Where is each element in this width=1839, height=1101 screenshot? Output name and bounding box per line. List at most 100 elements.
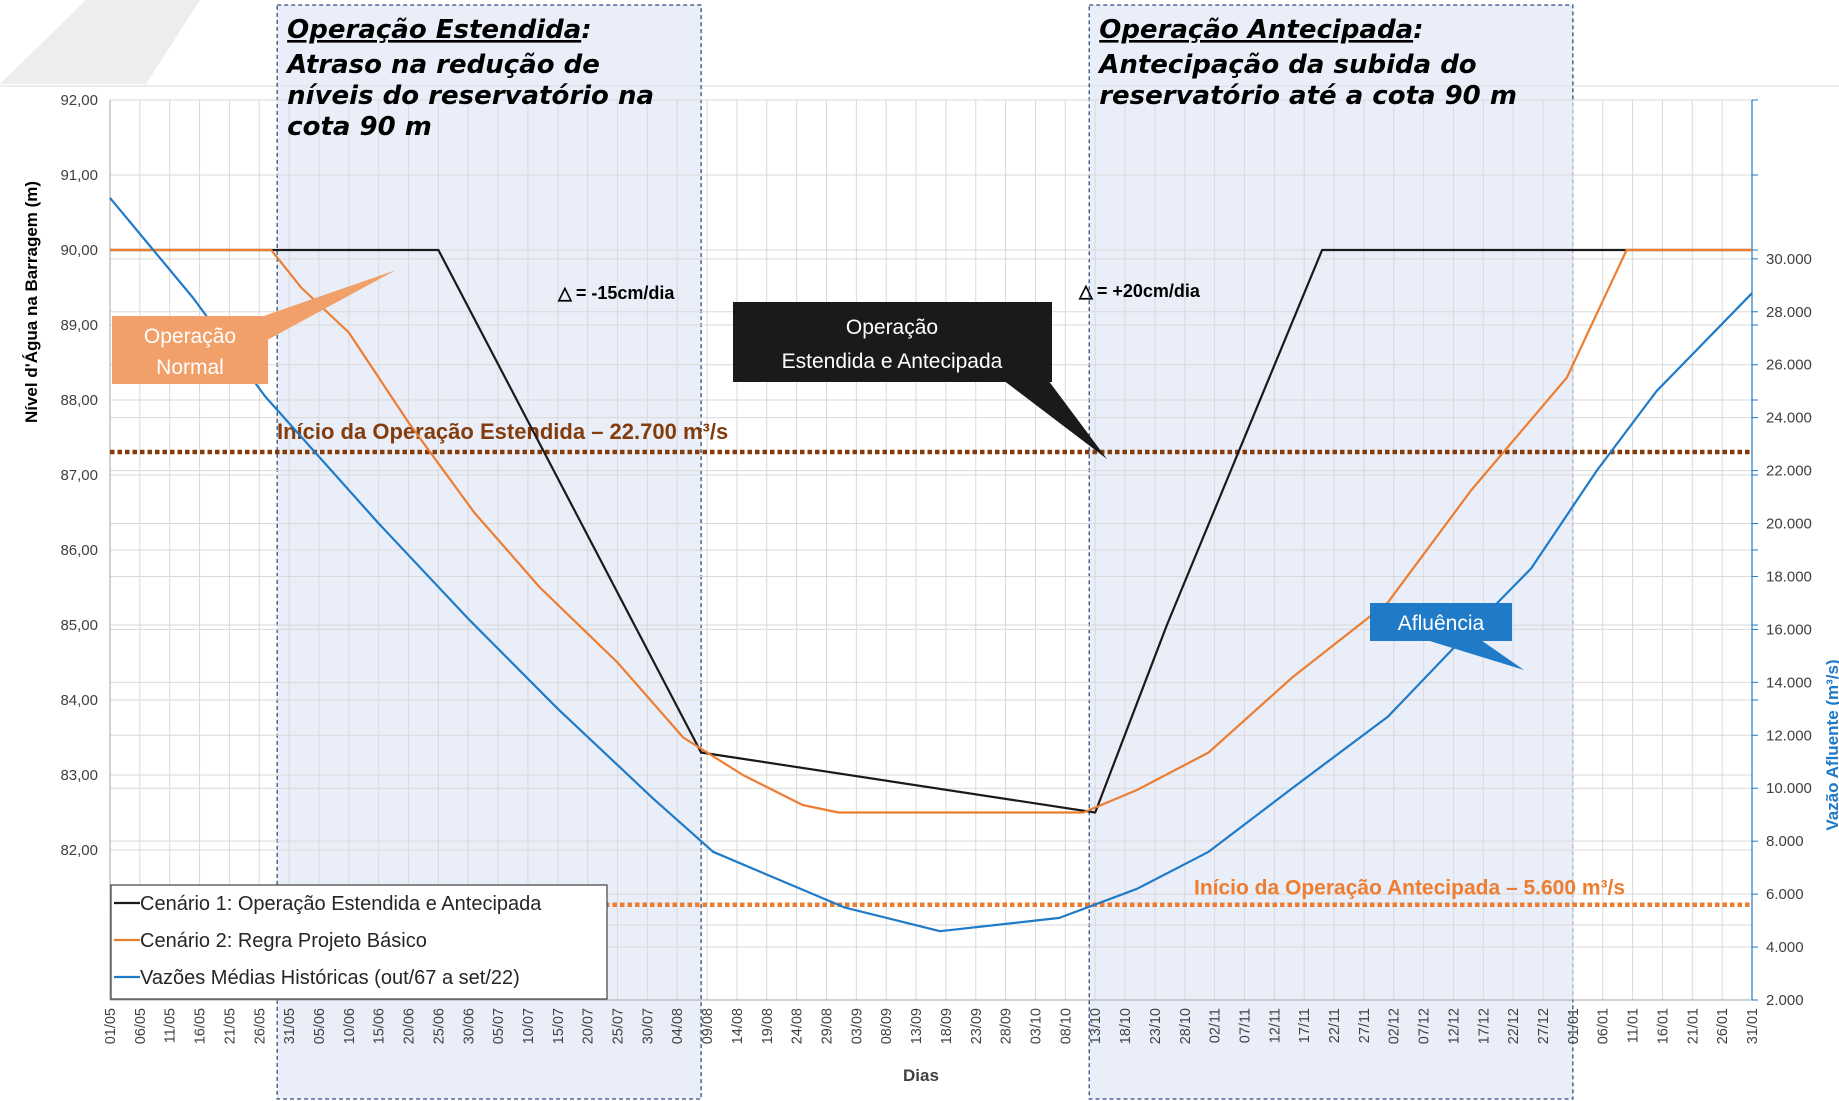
right-tick-label: 26.000 [1766,357,1812,374]
right-tick-label: 18.000 [1766,568,1812,585]
x-tick-label: 06/05 [133,1008,149,1044]
left-tick-label: 91,00 [60,167,98,184]
series-line-2 [110,248,1752,814]
x-tick-label: 13/10 [1088,1008,1104,1044]
x-tick-label: 05/06 [312,1008,328,1044]
delta-symbol: △ [1078,281,1094,301]
x-tick-label: 07/12 [1417,1008,1433,1044]
x-tick-label: 14/08 [730,1008,746,1044]
rate-down-label: △ = -15cm/dia [557,283,675,303]
right-tick-label: 16.000 [1766,621,1812,638]
left-axis-title: Nível d'Água na Barragem (m) [22,181,41,423]
right-tick-label: 8.000 [1766,833,1804,850]
right-tick-label: 10.000 [1766,780,1812,797]
x-tick-label: 26/01 [1715,1008,1731,1044]
region-title-text: Operação Antecipada [1099,15,1413,45]
left-tick-label: 87,00 [60,467,98,484]
x-tick-label: 20/06 [402,1008,418,1044]
threshold-lines: Início da Operação Estendida – 22.700 m³… [110,419,1752,907]
x-tick-label: 07/11 [1237,1008,1253,1043]
right-axis-title: Vazão Afluente (m³/s) [1823,659,1839,830]
x-tick-label: 12/12 [1446,1008,1462,1044]
x-tick-label: 26/05 [252,1008,268,1044]
right-tick-label: 12.000 [1766,727,1812,744]
series-line-3 [109,197,1753,933]
callout-inflow-box [1370,603,1512,641]
left-tick-label: 82,00 [60,842,98,859]
x-tick-label: 09/08 [700,1008,716,1044]
callout-extended-box [733,302,1052,382]
series-lines [109,197,1753,933]
right-tick-label: 6.000 [1766,886,1804,903]
x-tick-label: 23/09 [969,1008,985,1044]
right-tick-label: 24.000 [1766,410,1812,427]
right-tick-label: 28.000 [1766,304,1812,321]
right-tick-label: 14.000 [1766,674,1812,691]
left-tick-label: 88,00 [60,392,98,409]
x-tick-label: 30/06 [461,1008,477,1044]
legend-label-1: Cenário 1: Operação Estendida e Antecipa… [140,893,542,915]
x-tick-label: 16/05 [193,1008,209,1044]
x-tick-label: 10/06 [342,1008,358,1044]
x-tick-label: 02/11 [1208,1008,1224,1043]
left-tick-label: 92,00 [60,92,98,109]
region-subtitle-line: cota 90 m [287,112,432,142]
x-tick-label: 12/11 [1267,1008,1283,1043]
right-tick-label: 4.000 [1766,939,1804,956]
x-tick-label: 15/06 [372,1008,388,1044]
callout-normal-pointer [258,270,396,345]
legend: Cenário 1: Operação Estendida e Antecipa… [110,884,608,1000]
x-tick-label: 18/09 [939,1008,955,1044]
x-tick-label: 03/10 [1028,1008,1044,1044]
region-subtitle-line: reservatório até a cota 90 m [1099,81,1517,111]
left-tick-label: 83,00 [60,767,98,784]
delta-symbol: △ [557,283,573,303]
legend-label-3: Vazões Médias Históricas (out/67 a set/2… [140,967,520,989]
x-tick-label: 30/07 [640,1008,656,1044]
callout-extended-line1: Operação [846,316,938,339]
x-tick-label: 22/11 [1327,1008,1343,1043]
x-tick-label: 31/05 [282,1008,298,1044]
annotations: △ = -15cm/dia △ = +20cm/diaOperaçãoNormalOp… [112,270,1524,670]
x-tick-label: 16/01 [1655,1008,1671,1044]
rate-up-label: △ = +20cm/dia [1078,281,1201,301]
x-tick-label: 03/09 [849,1008,865,1044]
callout-extended-line2: Estendida e Antecipada [782,350,1003,373]
left-tick-label: 84,00 [60,692,98,709]
x-tick-label: 21/01 [1685,1008,1701,1044]
x-axis-title: Dias [903,1066,939,1085]
series-line-1 [110,248,1752,814]
x-tick-label: 28/09 [999,1008,1015,1044]
right-tick-label: 20.000 [1766,516,1812,533]
x-tick-label: 24/08 [790,1008,806,1044]
axes: 92,00 91,00 90,00 89,00 88,00 87,00 86,00 85,00… [22,92,1839,1085]
callout-normal-line2: Normal [156,356,224,379]
x-tick-label: 04/08 [670,1008,686,1044]
x-tick-label: 02/12 [1387,1008,1403,1044]
x-tick-label: 19/08 [760,1008,776,1044]
legend-box [110,884,608,1000]
x-tick-label: 08/09 [879,1008,895,1044]
left-tick-label: 86,00 [60,542,98,559]
x-tick-label: 15/07 [551,1008,567,1044]
x-tick-label: 05/07 [491,1008,507,1044]
right-tick-label: 22.000 [1766,463,1812,480]
threshold-label-2: Início da Operação Antecipada – 5.600 m³… [1194,877,1625,900]
region-title-text: Operação Estendida [287,15,581,45]
callout-inflow-text: Afluência [1398,612,1485,635]
left-tick-label: 85,00 [60,617,98,634]
x-tick-label: 11/01 [1626,1008,1642,1043]
x-tick-label: 17/12 [1476,1008,1492,1044]
region-title-colon: : [1413,15,1423,45]
x-tick-label: 21/05 [222,1008,238,1044]
region-title-2: Operação Antecipada: [1099,15,1423,45]
region-subtitle-line: níveis do reservatório na [287,81,654,111]
x-tick-label: 10/07 [521,1008,537,1044]
x-tick-label: 08/10 [1058,1008,1074,1044]
x-tick-label: 18/10 [1118,1008,1134,1044]
rate-down-value: = -15cm/dia [576,283,676,303]
x-tick-label: 28/10 [1178,1008,1194,1044]
x-tick-label: 20/07 [581,1008,597,1044]
left-tick-label: 89,00 [60,317,98,334]
